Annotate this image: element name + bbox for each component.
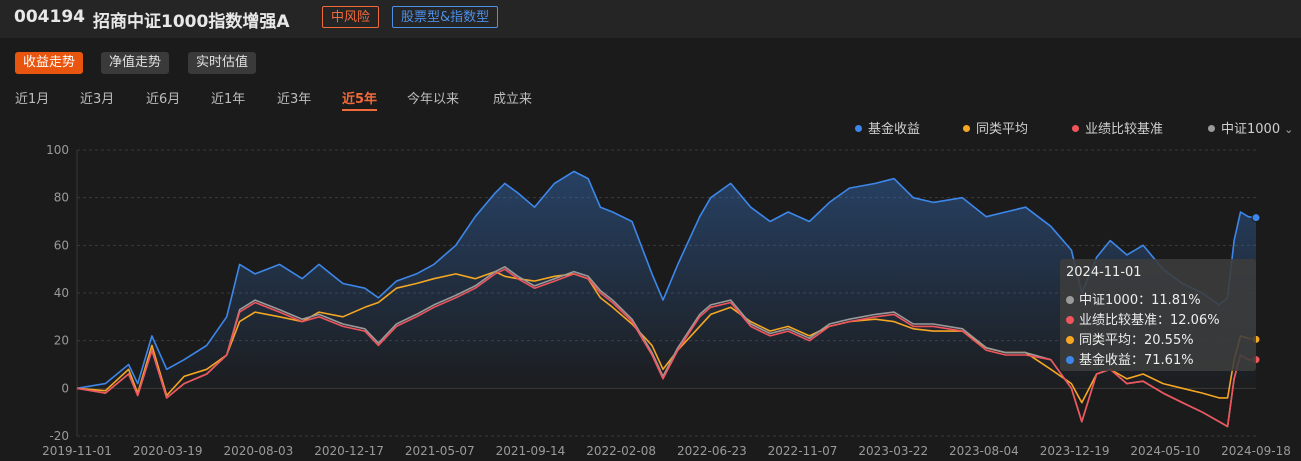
legend-dot-icon xyxy=(1208,125,1215,132)
tooltip-label: 中证1000：11.81% xyxy=(1079,293,1201,308)
y-tick-label: 100 xyxy=(46,143,69,157)
period-3m[interactable]: 近3月 xyxy=(80,92,115,107)
series-end-point xyxy=(1251,213,1261,223)
period-3y[interactable]: 近3年 xyxy=(277,92,312,107)
tooltip-row-fund: 基金收益：71.61% xyxy=(1066,349,1194,368)
tab-return-trend[interactable]: 收益走势 xyxy=(15,52,84,74)
tooltip-dot-icon xyxy=(1066,336,1074,344)
tab-realtime-valuation[interactable]: 实时估值 xyxy=(188,52,257,74)
period-since-inception[interactable]: 成立来 xyxy=(493,92,533,107)
risk-tag: 中风险 xyxy=(322,6,380,28)
y-tick-label: 20 xyxy=(54,334,69,348)
tooltip-label: 同类平均：20.55% xyxy=(1079,333,1194,348)
tooltip-row-index: 中证1000：11.81% xyxy=(1066,289,1201,308)
fund-header: 004194 招商中证1000指数增强A 中风险 股票型&指数型 xyxy=(0,0,1301,38)
y-tick-label: 80 xyxy=(54,191,69,205)
period-6m[interactable]: 近6月 xyxy=(146,92,181,107)
fund-type-tag: 股票型&指数型 xyxy=(392,6,499,28)
x-tick-label: 2023-12-19 xyxy=(1040,444,1110,458)
legend-index-dropdown[interactable]: 中证1000 ⌄ xyxy=(1208,118,1293,137)
tab-nav-trend[interactable]: 净值走势 xyxy=(101,52,170,74)
legend-fund-return[interactable]: 基金收益 xyxy=(855,118,920,137)
period-1y[interactable]: 近1年 xyxy=(211,92,246,107)
tooltip-date: 2024-11-01 xyxy=(1066,265,1142,280)
fund-return-area xyxy=(77,171,1256,389)
fund-code: 004194 xyxy=(14,7,85,27)
chevron-down-icon: ⌄ xyxy=(1284,123,1294,136)
x-tick-label: 2024-09-18 xyxy=(1221,444,1291,458)
legend-label: 业绩比较基准 xyxy=(1085,122,1164,137)
tooltip-label: 业绩比较基准：12.06% xyxy=(1079,313,1220,328)
tooltip-label: 基金收益：71.61% xyxy=(1079,353,1194,368)
legend-category-average[interactable]: 同类平均 xyxy=(963,118,1028,137)
legend-label: 中证1000 xyxy=(1221,122,1281,137)
x-tick-label: 2022-11-07 xyxy=(768,444,838,458)
tooltip-dot-icon xyxy=(1066,296,1074,304)
tooltip-dot-icon xyxy=(1066,356,1074,364)
period-ytd[interactable]: 今年以来 xyxy=(407,92,460,107)
series-line-0 xyxy=(76,170,1257,390)
x-tick-label: 2019-11-01 xyxy=(42,444,112,458)
legend-dot-icon xyxy=(855,125,862,132)
tooltip-row-category: 同类平均：20.55% xyxy=(1066,329,1194,348)
period-1m[interactable]: 近1月 xyxy=(15,92,50,107)
x-tick-label: 2022-06-23 xyxy=(677,444,747,458)
x-tick-label: 2022-02-08 xyxy=(586,444,656,458)
chart-tooltip: 2024-11-01 中证1000：11.81% 业绩比较基准：12.06% 同… xyxy=(1060,259,1256,371)
x-tick-label: 2024-05-10 xyxy=(1130,444,1200,458)
tooltip-dot-icon xyxy=(1066,316,1074,324)
x-tick-label: 2023-03-22 xyxy=(858,444,928,458)
y-tick-label: 60 xyxy=(54,238,69,252)
x-tick-label: 2020-03-19 xyxy=(133,444,203,458)
y-tick-label: 0 xyxy=(61,381,69,395)
legend-benchmark[interactable]: 业绩比较基准 xyxy=(1072,118,1163,137)
x-tick-label: 2023-08-04 xyxy=(949,444,1019,458)
period-5y[interactable]: 近5年 xyxy=(342,88,378,111)
x-tick-label: 2020-08-03 xyxy=(224,444,294,458)
x-tick-label: 2021-05-07 xyxy=(405,444,475,458)
x-tick-label: 2021-09-14 xyxy=(496,444,566,458)
y-tick-label: 40 xyxy=(54,286,69,300)
x-tick-label: 2020-12-17 xyxy=(314,444,384,458)
legend-label: 基金收益 xyxy=(868,122,921,137)
legend-label: 同类平均 xyxy=(976,122,1029,137)
fund-name: 招商中证1000指数增强A xyxy=(93,12,290,32)
tooltip-row-benchmark: 业绩比较基准：12.06% xyxy=(1066,309,1220,328)
legend-dot-icon xyxy=(1072,125,1079,132)
legend-dot-icon xyxy=(963,125,970,132)
y-tick-label: -20 xyxy=(49,429,69,443)
